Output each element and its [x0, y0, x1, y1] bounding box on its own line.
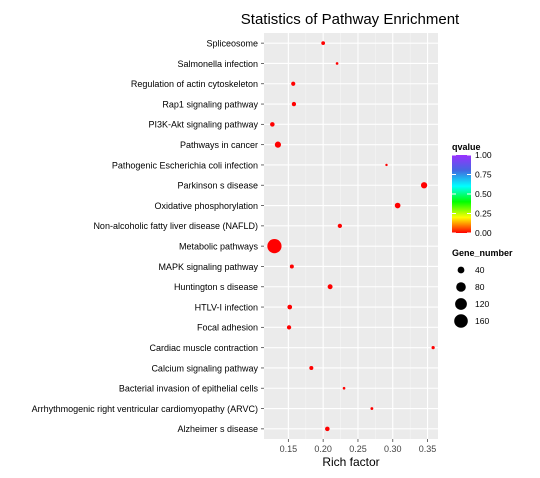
qvalue-legend: qvalue 1.00 0.75 0.50 0.25 0.00	[452, 142, 492, 238]
colorbar-tick-label: 0.00	[475, 228, 492, 238]
size-legend-dot	[455, 298, 467, 310]
data-point	[286, 325, 292, 330]
data-points	[267, 41, 435, 432]
plot-panel	[264, 33, 438, 439]
size-legend-label: 40	[475, 265, 485, 275]
gene-number-legend: Gene_number 40 80 120 160	[452, 248, 513, 328]
x-tick-label: 0.30	[384, 444, 402, 454]
x-tick-label: 0.35	[419, 444, 437, 454]
data-point	[342, 386, 346, 390]
y-category-label: Non-alcoholic fatty liver disease (NAFLD…	[93, 221, 258, 231]
size-legend-label: 120	[475, 299, 489, 309]
y-category-label: Pathways in cancer	[180, 140, 258, 150]
y-category-label: Focal adhesion	[197, 323, 258, 333]
data-point	[394, 202, 401, 209]
data-point	[274, 141, 282, 148]
size-legend-dot	[456, 282, 466, 292]
data-point	[287, 304, 293, 310]
size-legend-label: 80	[475, 282, 485, 292]
y-category-label: Regulation of actin cytoskeleton	[131, 79, 258, 89]
y-category-label: MAPK signaling pathway	[158, 262, 258, 272]
size-legend-dot	[457, 266, 465, 274]
x-axis: 0.15 0.20 0.25 0.30 0.35	[280, 439, 437, 454]
data-point	[291, 81, 296, 86]
y-category-label: Huntington s disease	[174, 282, 258, 292]
y-category-label: PI3K-Akt signaling pathway	[148, 120, 258, 130]
data-point	[321, 41, 326, 46]
y-category-label: Oxidative phosphorylation	[154, 201, 258, 211]
y-category-label: Calcium signaling pathway	[151, 363, 258, 373]
data-point	[267, 239, 282, 254]
data-point	[335, 62, 339, 65]
data-point	[385, 163, 388, 167]
data-point	[431, 346, 435, 350]
x-tick-label: 0.15	[280, 444, 298, 454]
size-legend-dot	[454, 314, 468, 328]
data-point	[327, 284, 333, 290]
data-point	[309, 365, 314, 370]
gene-number-legend-title: Gene_number	[452, 248, 513, 258]
y-category-label: Metabolic pathways	[179, 241, 259, 251]
data-point	[370, 407, 374, 410]
colorbar-tick-label: 0.50	[475, 189, 492, 199]
y-category-label: Cardiac muscle contraction	[149, 343, 258, 353]
data-point	[325, 426, 330, 432]
size-legend-label: 160	[475, 316, 489, 326]
y-category-label: Rap1 signaling pathway	[162, 99, 258, 109]
data-point	[289, 264, 294, 269]
colorbar-tick-label: 1.00	[475, 150, 492, 160]
y-axis-labels: Spliceosome Salmonella infection Regulatio…	[32, 38, 264, 434]
y-category-label: Bacterial invasion of epithelial cells	[119, 384, 259, 394]
qvalue-colorbar	[452, 155, 471, 233]
y-category-label: Spliceosome	[206, 38, 258, 48]
data-point	[270, 122, 275, 127]
data-point	[420, 182, 428, 189]
x-axis-title: Rich factor	[322, 455, 379, 469]
qvalue-legend-title: qvalue	[452, 142, 481, 152]
x-tick-label: 0.25	[349, 444, 367, 454]
y-category-label: Alzheimer s disease	[177, 424, 258, 434]
y-category-label: Salmonella infection	[177, 59, 258, 69]
y-category-label: Arrhythmogenic right ventricular cardiom…	[32, 404, 258, 414]
colorbar-tick-label: 0.25	[475, 209, 492, 219]
colorbar-tick-label: 0.75	[475, 170, 492, 180]
y-category-label: Parkinson s disease	[177, 181, 258, 191]
data-point	[291, 101, 297, 107]
chart-title: Statistics of Pathway Enrichment	[241, 11, 460, 28]
y-category-label: HTLV-I infection	[195, 302, 258, 312]
y-category-label: Pathogenic Escherichia coli infection	[112, 160, 258, 170]
x-tick-label: 0.20	[314, 444, 332, 454]
data-point	[337, 223, 343, 229]
